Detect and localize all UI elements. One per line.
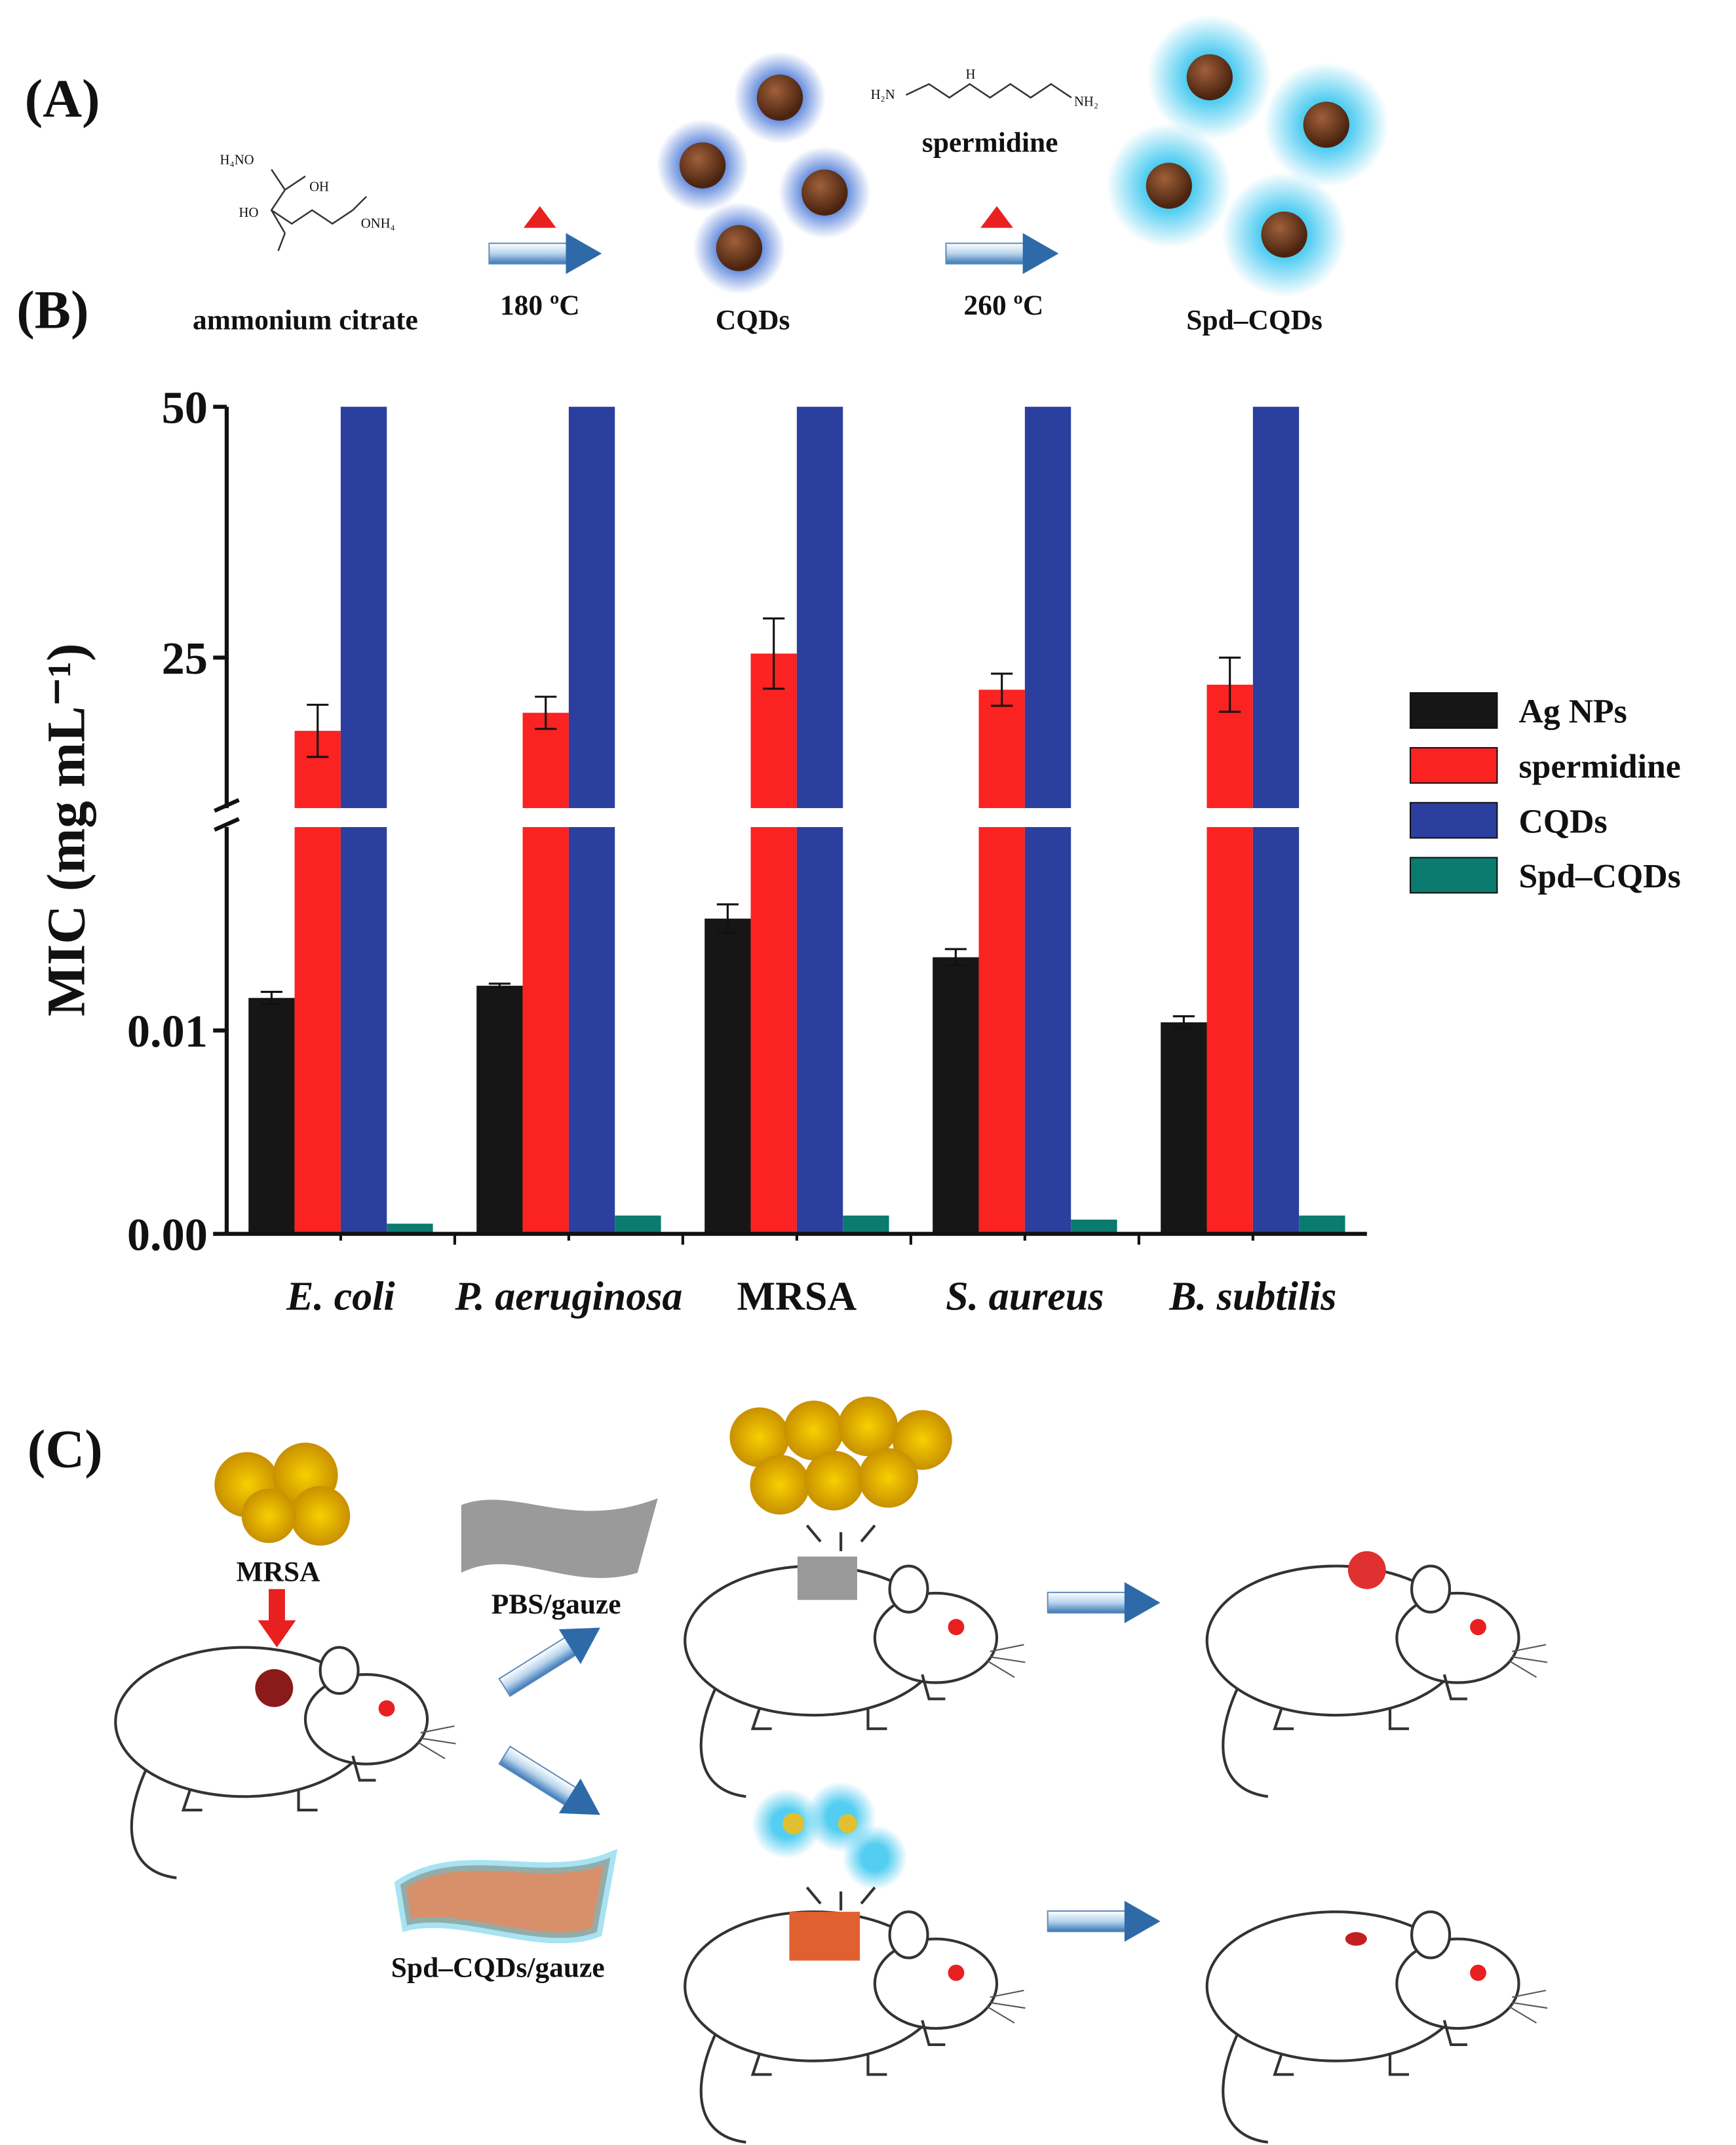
x-tick-label: S. aureus: [946, 1275, 1104, 1319]
gauze: [461, 1498, 658, 1578]
gauze-glow: [394, 1849, 618, 1944]
step-label: 260 ºC: [964, 290, 1044, 321]
panel-label: (C): [28, 1419, 103, 1479]
treated-cluster: [751, 1781, 908, 1891]
error-bar: [716, 903, 739, 934]
citrate-structure: [270, 168, 367, 252]
error-bar: [260, 990, 282, 1005]
arrow: [493, 1610, 612, 1706]
legend-label: CQDs: [1519, 803, 1608, 840]
reagent-label: spermidine: [922, 127, 1058, 159]
x-tick-label: B. subtilis: [1168, 1275, 1336, 1319]
chem-label: H: [965, 68, 975, 82]
x-tick-label: MRSA: [737, 1275, 857, 1319]
wound: [1347, 1551, 1386, 1589]
chem-label: NH₂: [1074, 94, 1098, 109]
wound: [1345, 1932, 1367, 1946]
legend-swatch: [1410, 857, 1498, 894]
gauze-label: PBS/gauze: [492, 1589, 621, 1620]
y-tick-label: 50: [162, 382, 208, 433]
legend-swatch: [1410, 692, 1498, 729]
spermidine-structure: [905, 83, 1072, 99]
x-tick-label: E. coli: [286, 1275, 395, 1319]
error-bar: [307, 703, 329, 758]
bar: [294, 731, 341, 1234]
bar: [933, 957, 979, 1234]
bar: [615, 1215, 661, 1234]
bar: [387, 1224, 433, 1234]
arrow: [488, 232, 603, 275]
bar: [476, 986, 523, 1234]
chem-label: HO: [239, 206, 259, 220]
legend-swatch: [1410, 746, 1498, 784]
legend-label: Spd–CQDs: [1519, 858, 1681, 895]
arrow: [258, 1589, 296, 1648]
error-bar: [944, 948, 967, 967]
error-bar: [1172, 1015, 1195, 1030]
bar-chart: 0.00 0.01 25 50 E. coli P. aeruginosa MRSA S. a…: [36, 382, 1681, 1319]
arrow: [945, 232, 1060, 275]
mrsa-cluster: [214, 1442, 351, 1546]
legend-swatch: [1410, 802, 1498, 839]
bar: [1299, 1215, 1345, 1234]
bar: [1206, 684, 1253, 1234]
error-bar: [1219, 656, 1241, 713]
gauze-label: Spd–CQDs/gauze: [391, 1952, 605, 1983]
gauze-patch: [797, 1556, 857, 1600]
y-tick-label: 25: [162, 633, 208, 684]
arrow: [1047, 1900, 1161, 1942]
mouse: [1207, 1566, 1547, 1797]
error-bar: [488, 982, 511, 989]
x-tick-label: P. aeruginosa: [454, 1275, 682, 1319]
gauze-patch: [789, 1912, 860, 1961]
intermediate-label: CQDs: [716, 305, 790, 336]
mrsa-cluster: [729, 1396, 952, 1515]
product-label: Spd–CQDs: [1186, 305, 1322, 336]
chem-label: H₂N: [871, 88, 895, 102]
gauze: [400, 1857, 611, 1939]
bacteria-label: MRSA: [237, 1556, 321, 1587]
legend-label: spermidine: [1519, 748, 1681, 786]
reactant-label: ammonium citrate: [193, 305, 418, 336]
bar: [248, 997, 295, 1234]
y-tick-label: 0.00: [127, 1210, 208, 1261]
error-bar: [535, 695, 557, 730]
error-bar: [763, 617, 785, 690]
heat-icon: [980, 206, 1013, 228]
bar: [1161, 1022, 1207, 1234]
bar: [522, 712, 569, 1234]
wound: [255, 1669, 294, 1707]
mouse: [685, 1566, 1025, 1797]
legend-label: Ag NPs: [1519, 693, 1627, 731]
chem-label: OH: [309, 180, 329, 195]
indicator-lines: [805, 1524, 876, 1551]
arrow: [493, 1737, 612, 1833]
error-bar: [991, 672, 1013, 707]
bar: [1071, 1219, 1117, 1234]
bar: [978, 689, 1025, 1234]
panel-label: (B): [16, 280, 88, 340]
indicator-lines: [805, 1886, 876, 1911]
bar: [843, 1215, 889, 1234]
y-tick-label: 0.01: [127, 1006, 208, 1057]
bar: [750, 653, 797, 1234]
arrow: [1047, 1581, 1161, 1624]
chem-label: H₄NO: [220, 153, 254, 167]
spd-cqd-particles: [1106, 14, 1389, 298]
bar: [704, 918, 751, 1234]
heat-icon: [523, 206, 556, 228]
step-label: 180 ºC: [500, 290, 580, 321]
panel-label: (A): [25, 68, 100, 128]
mouse: [1207, 1912, 1547, 2142]
y-axis-label: MIC (mg mL⁻¹): [36, 643, 96, 1016]
chem-label: ONH₄: [361, 217, 395, 231]
cqd-particles: [656, 51, 871, 294]
axis-break-gap: [229, 808, 1370, 828]
